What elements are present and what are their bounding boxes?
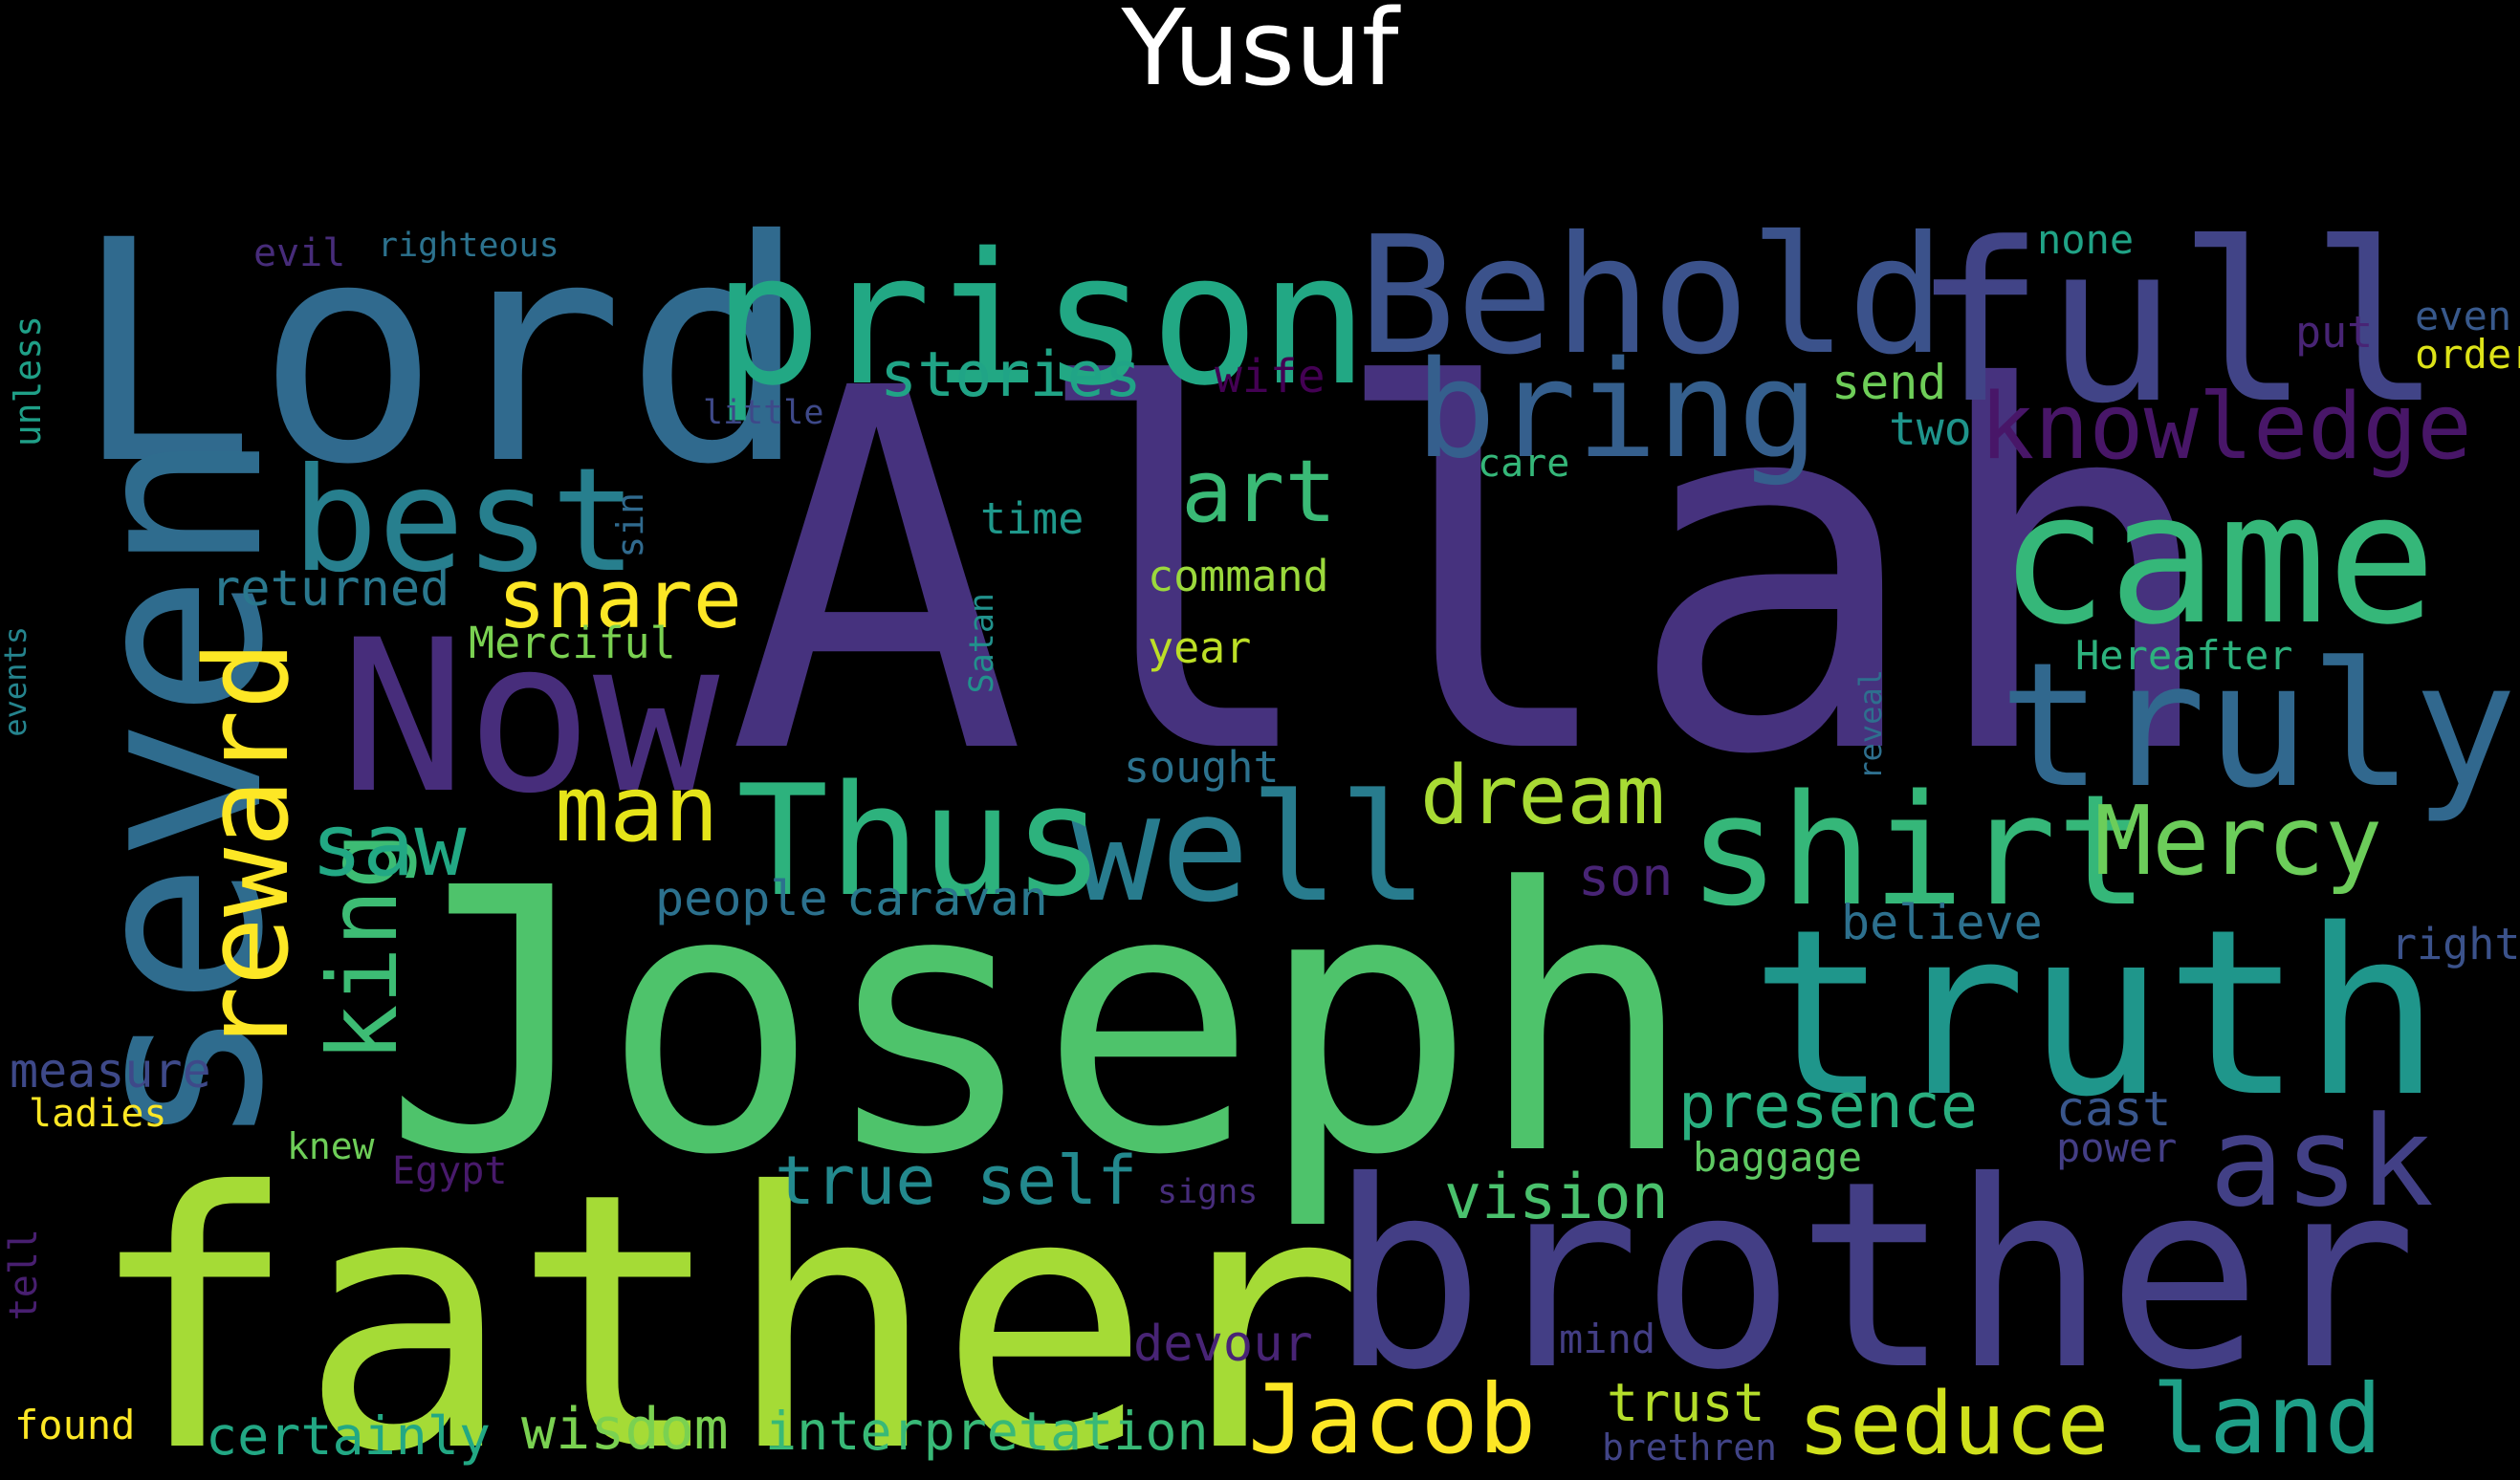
word-brother: brother <box>1329 1125 2418 1426</box>
word-baggage: baggage <box>1693 1134 1863 1181</box>
word-vision: vision <box>1444 1162 1669 1233</box>
word-hereafter: Hereafter <box>2075 632 2293 679</box>
word-satan: Satan <box>963 593 1001 694</box>
word-seduce: seduce <box>1798 1374 2110 1474</box>
word-cast: cast <box>2056 1081 2172 1137</box>
word-truly: truly <box>1999 626 2517 826</box>
word-mind: mind <box>1559 1316 1656 1362</box>
word-true-self: true self <box>775 1142 1138 1220</box>
word-time: time <box>980 493 1085 544</box>
word-father: father <box>86 1119 1365 1480</box>
word-shirt: shirt <box>1688 761 2149 940</box>
word-interpretation: interpretation <box>765 1401 1209 1462</box>
page-title: Yusuf <box>1121 0 1399 109</box>
word-jacob: Jacob <box>1248 1363 1537 1475</box>
word-best: best <box>292 438 638 604</box>
word-command: command <box>1148 551 1329 601</box>
word-cloud: Allah Joseph father brother Lord seven truth pr… <box>0 191 2520 1480</box>
word-mercy: Mercy <box>2094 785 2383 897</box>
word-truth: truth <box>1750 880 2442 1147</box>
word-evil: evil <box>253 231 346 275</box>
word-even: even <box>2415 293 2512 339</box>
word-knew: knew <box>287 1125 375 1167</box>
word-wife: wife <box>1215 350 1326 403</box>
word-year: year <box>1148 622 1252 673</box>
word-now: Now <box>340 595 720 839</box>
word-right: right <box>2391 919 2520 969</box>
word-returned: returned <box>210 560 450 618</box>
word-merciful: Merciful <box>469 618 676 668</box>
word-put: put <box>2295 307 2374 358</box>
word-believe: believe <box>1841 895 2043 950</box>
word-behold: Behold <box>1358 202 1946 391</box>
word-measure: measure <box>10 1043 211 1099</box>
word-saw: saw <box>311 795 467 896</box>
word-events: events <box>0 626 33 737</box>
word-unless: unless <box>7 316 49 447</box>
word-tell: tell <box>2 1229 46 1321</box>
word-ask: ask <box>2209 1089 2434 1234</box>
word-lord: Lord <box>72 191 809 532</box>
word-wisdom: wisdom <box>521 1396 729 1463</box>
word-send: send <box>1831 355 1947 410</box>
word-brethren: brethren <box>1602 1426 1778 1469</box>
word-came: came <box>1999 453 2437 664</box>
word-man: man <box>555 757 719 862</box>
word-art: art <box>1181 442 1337 542</box>
word-caravan: caravan <box>846 871 1048 926</box>
word-sin: sin <box>609 492 651 558</box>
word-allah: Allah <box>727 284 2224 863</box>
word-well: well <box>1071 762 1429 935</box>
word-egypt: Egypt <box>392 1149 508 1193</box>
word-righteous: righteous <box>378 227 559 265</box>
word-bring: bring <box>1415 333 1819 489</box>
word-little: little <box>703 394 824 432</box>
word-devour: devour <box>1133 1316 1313 1373</box>
word-signs: signs <box>1157 1173 1259 1211</box>
word-full: full <box>1913 197 2443 452</box>
word-dream: dream <box>1420 749 1665 843</box>
word-people: people <box>655 871 828 926</box>
word-land: land <box>2152 1363 2382 1475</box>
word-stories: stories <box>880 339 1142 411</box>
word-prison: prison <box>712 214 1370 425</box>
word-ladies: ladies <box>29 1092 167 1136</box>
word-knowledge: knowledge <box>1980 375 2472 480</box>
word-none: none <box>2037 216 2135 263</box>
word-presence: presence <box>1678 1071 1979 1143</box>
word-reward: reward <box>182 641 315 1056</box>
word-sought: sought <box>1124 742 1280 793</box>
word-reveal: reveal <box>1852 669 1889 780</box>
word-power: power <box>2056 1124 2178 1171</box>
word-son: son <box>1578 846 1674 907</box>
word-thus: Thus <box>736 751 1106 930</box>
word-order: order <box>2415 331 2520 378</box>
word-snare: snare <box>497 553 742 647</box>
word-certainly: certainly <box>206 1405 492 1467</box>
word-trust: trust <box>1607 1372 1765 1433</box>
word-found: found <box>14 1402 136 1448</box>
word-two: two <box>1889 403 1972 456</box>
word-joseph: Joseph <box>383 811 1696 1234</box>
word-care: care <box>1478 442 1570 486</box>
